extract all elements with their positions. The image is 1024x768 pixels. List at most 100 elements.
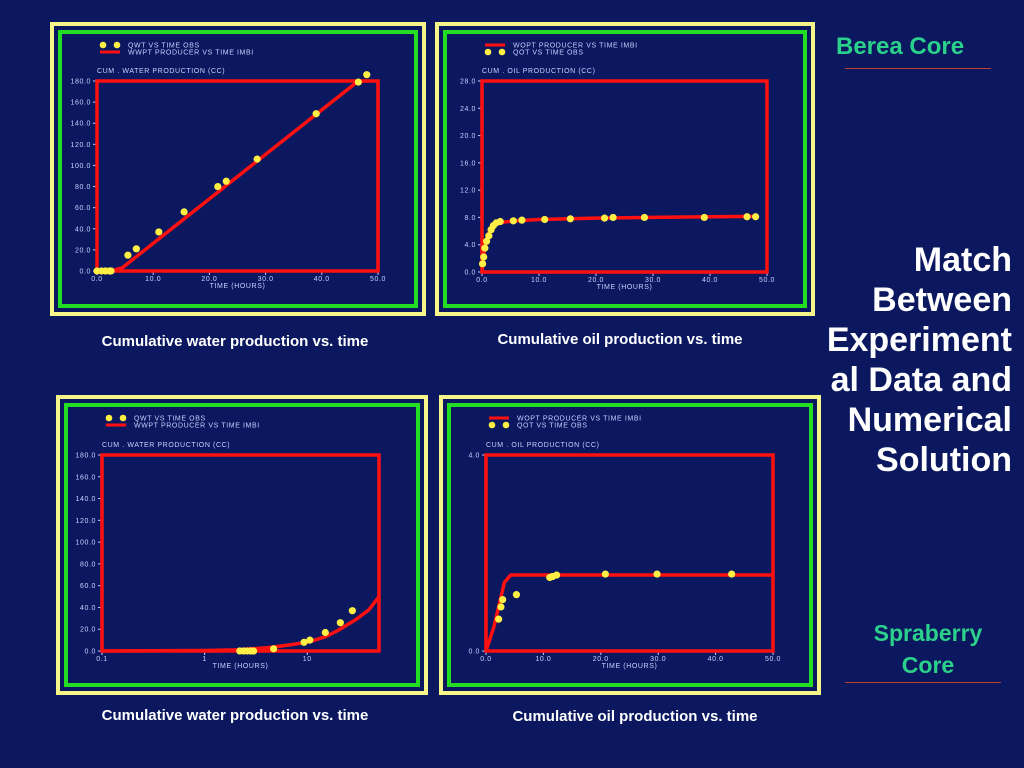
legend-label: WOPT PRODUCER VS TIME IMBI — [513, 43, 638, 50]
data-point-observed — [480, 253, 488, 261]
x-axis-title: TIME (HOURS) — [213, 663, 269, 670]
data-point-observed — [509, 217, 517, 225]
x-tick-label: 1 — [202, 656, 207, 663]
inner-frame — [58, 30, 418, 308]
legend-label: WWPT PRODUCER VS TIME IMBI — [128, 50, 254, 57]
y-tick-label: 100.0 — [70, 163, 91, 170]
title-line: Between — [872, 281, 1012, 319]
y-tick-label: 60.0 — [80, 583, 96, 590]
data-point-observed — [640, 213, 649, 222]
data-point-observed — [653, 570, 661, 578]
legend-point-swatch — [99, 41, 107, 49]
x-tick-label: 0.0 — [476, 277, 488, 284]
y-tick-label: 180.0 — [75, 453, 96, 460]
y-tick-label: 0.0 — [468, 649, 480, 656]
data-point-observed — [512, 591, 521, 599]
x-tick-label: 20.0 — [201, 276, 217, 283]
data-point-observed — [306, 636, 314, 644]
chart-caption-water-top: Cumulative water production vs. time — [101, 333, 369, 350]
y-axis-title: CUM . OIL PRODUCTION (CC) — [482, 68, 596, 75]
y-axis-title: CUM . WATER PRODUCTION (CC) — [102, 442, 230, 449]
data-point-observed — [553, 571, 561, 579]
data-point-observed — [222, 177, 230, 185]
data-point-observed — [336, 619, 344, 627]
data-point-observed — [752, 213, 760, 221]
title-line: Solution — [876, 441, 1012, 479]
legend-label: QOT VS TIME OBS — [513, 50, 584, 57]
y-axis-title: CUM . WATER PRODUCTION (CC) — [97, 68, 225, 75]
x-axis-title: TIME (HOURS) — [210, 283, 266, 290]
outer-frame — [435, 22, 815, 316]
y-tick-label: 80.0 — [80, 561, 96, 568]
spraberry-divider — [845, 682, 1001, 683]
legend-point-swatch — [105, 414, 113, 422]
y-axis-title: CUM . OIL PRODUCTION (CC) — [486, 442, 600, 449]
data-point-observed — [499, 595, 507, 604]
x-tick-label: 40.0 — [708, 656, 724, 663]
y-tick-label: 0.0 — [84, 649, 96, 656]
x-tick-label: 20.0 — [593, 656, 609, 663]
inner-frame — [447, 403, 813, 687]
data-point-observed — [253, 155, 261, 163]
data-point-observed — [541, 215, 549, 224]
spraberry-core-text: Spraberry Core — [873, 620, 983, 678]
legend-label: QOT VS TIME OBS — [517, 423, 588, 430]
data-point-observed — [354, 78, 362, 86]
legend-label: WWPT PRODUCER VS TIME IMBI — [134, 423, 260, 430]
title-line: Numerical — [847, 401, 1012, 439]
y-tick-label: 4.0 — [468, 453, 480, 460]
data-point-observed — [155, 228, 163, 236]
x-tick-label: 10 — [303, 656, 312, 663]
data-point-observed — [482, 237, 491, 245]
y-tick-label: 20.0 — [80, 627, 96, 634]
x-tick-label: 0.0 — [91, 276, 103, 283]
data-point-observed — [601, 570, 609, 578]
data-point-observed — [743, 213, 751, 221]
x-tick-label: 10.0 — [145, 276, 161, 283]
y-tick-label: 140.0 — [75, 496, 96, 503]
data-point-observed — [495, 615, 503, 623]
outer-frame — [56, 395, 428, 695]
data-point-observed — [348, 607, 356, 615]
chart-caption-oil-bottom: Cumulative oil production vs. time — [512, 708, 758, 725]
data-point-observed — [321, 628, 329, 637]
y-tick-label: 80.0 — [75, 184, 91, 191]
y-tick-label: 28.0 — [460, 79, 476, 86]
data-point-observed — [700, 213, 708, 222]
data-point-observed — [180, 208, 188, 216]
legend-label: QWT VS TIME OBS — [134, 416, 206, 423]
x-axis-title: TIME (HOURS) — [597, 284, 653, 291]
data-point-observed — [728, 570, 736, 578]
data-point-observed — [214, 182, 222, 191]
x-tick-label: 10.0 — [535, 656, 551, 663]
y-tick-label: 8.0 — [464, 215, 476, 222]
y-tick-label: 160.0 — [70, 100, 91, 107]
y-tick-label: 20.0 — [460, 133, 476, 140]
x-tick-label: 50.0 — [370, 276, 386, 283]
data-point-observed — [249, 647, 258, 655]
slide-title: Match Between Experiment al Data and Num… — [772, 240, 1012, 480]
berea-core-label: Berea Core — [836, 33, 965, 60]
legend-label: QWT VS TIME OBS — [128, 43, 200, 50]
data-point-observed — [600, 214, 609, 222]
y-tick-label: 0.0 — [464, 270, 476, 277]
x-tick-label: 50.0 — [765, 656, 781, 663]
data-point-observed — [485, 232, 493, 240]
x-tick-label: 0.0 — [480, 656, 492, 663]
x-axis-title: TIME (HOURS) — [602, 663, 658, 670]
legend-point-swatch — [113, 41, 121, 49]
x-tick-label: 40.0 — [702, 277, 718, 284]
x-tick-label: 0.1 — [96, 656, 108, 663]
y-tick-label: 120.0 — [70, 142, 91, 149]
data-point-observed — [478, 260, 487, 268]
y-tick-label: 120.0 — [75, 518, 96, 525]
data-point-observed — [270, 645, 278, 653]
chart-caption-water-bottom: Cumulative water production vs. time — [101, 707, 369, 724]
data-point-observed — [107, 267, 115, 275]
